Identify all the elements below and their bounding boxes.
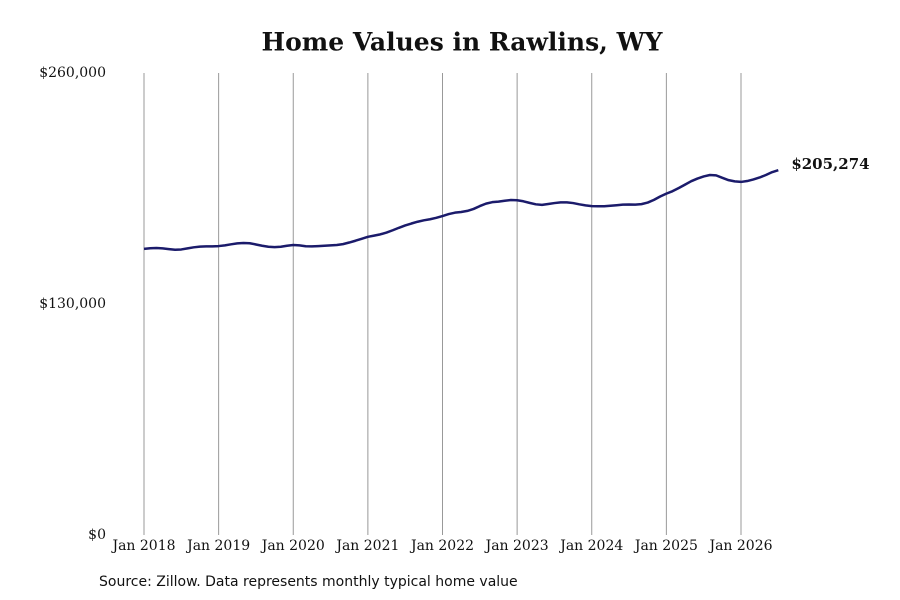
x-tick-label: Jan 2026 (707, 538, 772, 554)
y-tick-label: $0 (88, 527, 106, 543)
x-tick-label: Jan 2020 (260, 538, 325, 554)
x-tick-label: Jan 2018 (110, 538, 175, 554)
x-tick-label: Jan 2024 (558, 538, 623, 554)
x-tick-label: Jan 2019 (185, 538, 250, 554)
x-tick-label: Jan 2021 (334, 538, 399, 554)
source-note: Source: Zillow. Data represents monthly … (99, 574, 518, 590)
x-tick-label: Jan 2025 (633, 538, 698, 554)
y-tick-label: $130,000 (39, 296, 106, 312)
y-tick-label: $260,000 (39, 65, 106, 81)
x-tick-label: Jan 2022 (409, 538, 474, 554)
chart-title: Home Values in Rawlins, WY (261, 28, 663, 57)
series-line (143, 169, 779, 252)
x-tick-label: Jan 2023 (484, 538, 549, 554)
value-label: $205,274 (791, 155, 869, 173)
